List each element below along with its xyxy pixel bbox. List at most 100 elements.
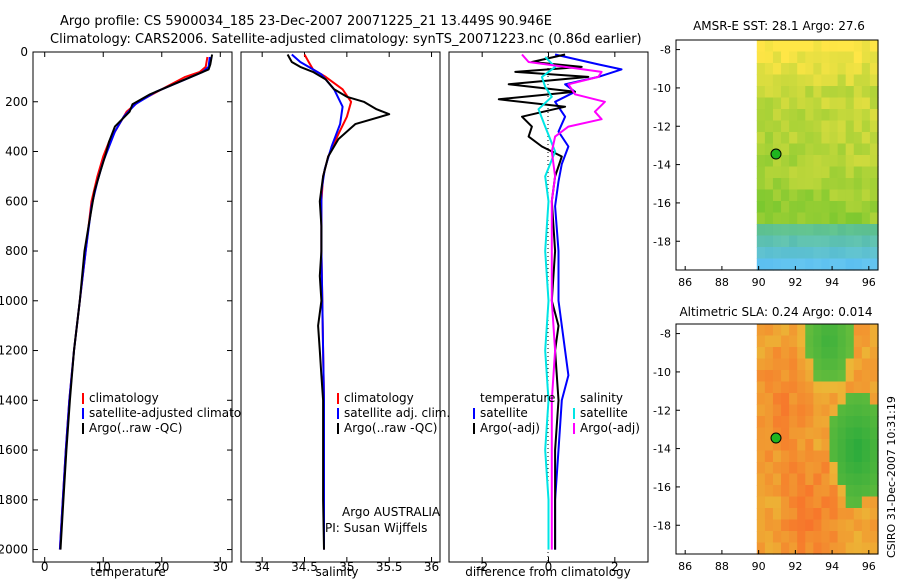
map-cell — [764, 155, 774, 168]
map-cell — [829, 542, 839, 555]
map-cell — [789, 40, 798, 53]
map-cell — [789, 347, 798, 360]
map-cell — [861, 74, 871, 87]
map-cell — [789, 109, 798, 122]
map-cell — [869, 416, 879, 429]
map-cell — [837, 542, 847, 555]
map-cell — [829, 439, 839, 452]
map-cell — [772, 519, 782, 532]
temperature-x-ticks: 0 10 20 30 — [41, 52, 228, 574]
map-cell — [797, 450, 806, 463]
map-cell — [781, 393, 790, 406]
map-cell — [829, 132, 839, 145]
map-cell — [869, 542, 879, 555]
map-cell — [869, 40, 879, 53]
map-cell — [781, 51, 790, 64]
map-cell — [772, 212, 782, 225]
map-cell — [772, 531, 782, 544]
map-cell — [861, 381, 871, 394]
map-cell — [781, 473, 790, 486]
map-cell — [821, 473, 831, 486]
map-cell — [781, 531, 790, 544]
map-cell — [861, 120, 871, 133]
map-cell — [837, 370, 847, 383]
map-cell — [781, 427, 790, 440]
lat-tick-label: -12 — [653, 120, 671, 133]
map-cell — [821, 143, 831, 156]
map-cell — [837, 86, 847, 99]
map-cell — [764, 393, 774, 406]
map-cell — [764, 235, 774, 248]
depth-tick-label: 1600 — [0, 443, 28, 457]
map-cell — [821, 427, 831, 440]
map-cell — [869, 178, 879, 191]
map-cell — [772, 235, 782, 248]
map-cell — [789, 155, 798, 168]
map-cell — [772, 542, 782, 555]
map-cell — [789, 393, 798, 406]
map-cell — [845, 335, 855, 348]
map-cell — [797, 201, 806, 214]
map-cell — [797, 132, 806, 145]
lat-tick-label: -12 — [653, 404, 671, 417]
map-cell — [837, 97, 847, 110]
map-cell — [813, 473, 823, 486]
map-cell — [837, 335, 847, 348]
map-cell — [821, 416, 831, 429]
map-cell — [781, 224, 790, 237]
map-cell — [805, 63, 814, 76]
map-cell — [861, 450, 871, 463]
map-cell — [805, 370, 814, 383]
map-cell — [845, 189, 855, 202]
map-cell — [797, 247, 806, 260]
map-cell — [756, 189, 766, 202]
legend-label: satellite — [580, 406, 628, 420]
map-cell — [781, 97, 790, 110]
map-cell — [772, 109, 782, 122]
lon-tick-label: 86 — [678, 276, 692, 289]
map-cell — [845, 120, 855, 133]
lon-tick-label: 90 — [752, 560, 766, 573]
map-cell — [821, 97, 831, 110]
map-cell — [789, 235, 798, 248]
map-cell — [772, 450, 782, 463]
map-cell — [829, 97, 839, 110]
map-cell — [797, 496, 806, 509]
map-cell — [756, 143, 766, 156]
map-cell — [805, 393, 814, 406]
map-cell — [764, 189, 774, 202]
map-cell — [789, 97, 798, 110]
map-cell — [853, 235, 863, 248]
map-cell — [869, 335, 879, 348]
map-cell — [869, 439, 879, 452]
map-cell — [813, 358, 823, 371]
map-cell — [789, 143, 798, 156]
lat-tick-label: -18 — [653, 519, 671, 532]
map-cell — [853, 531, 863, 544]
map-cell — [756, 427, 766, 440]
map-cell — [845, 496, 855, 509]
map-cell — [813, 201, 823, 214]
map-cell — [837, 51, 847, 64]
map-cell — [781, 86, 790, 99]
depth-tick-label: 1800 — [0, 493, 28, 507]
map-cell — [829, 224, 839, 237]
map-cell — [797, 51, 806, 64]
map-cell — [821, 439, 831, 452]
map-cell — [861, 439, 871, 452]
map-cell — [869, 393, 879, 406]
map-cell — [861, 519, 871, 532]
sst-map-title: AMSR-E SST: 28.1 Argo: 27.6 — [693, 19, 865, 33]
map-cell — [756, 519, 766, 532]
map-cell — [829, 473, 839, 486]
map-cell — [869, 97, 879, 110]
map-cell — [869, 462, 879, 475]
map-cell — [837, 247, 847, 260]
map-cell — [813, 370, 823, 383]
header-line-2: Climatology: CARS2006. Satellite-adjuste… — [50, 32, 642, 47]
map-cell — [869, 51, 879, 64]
header-line-1: Argo profile: CS 5900034_185 23-Dec-2007… — [60, 14, 552, 29]
map-cell — [869, 109, 879, 122]
map-cell — [764, 120, 774, 133]
map-cell — [869, 508, 879, 521]
